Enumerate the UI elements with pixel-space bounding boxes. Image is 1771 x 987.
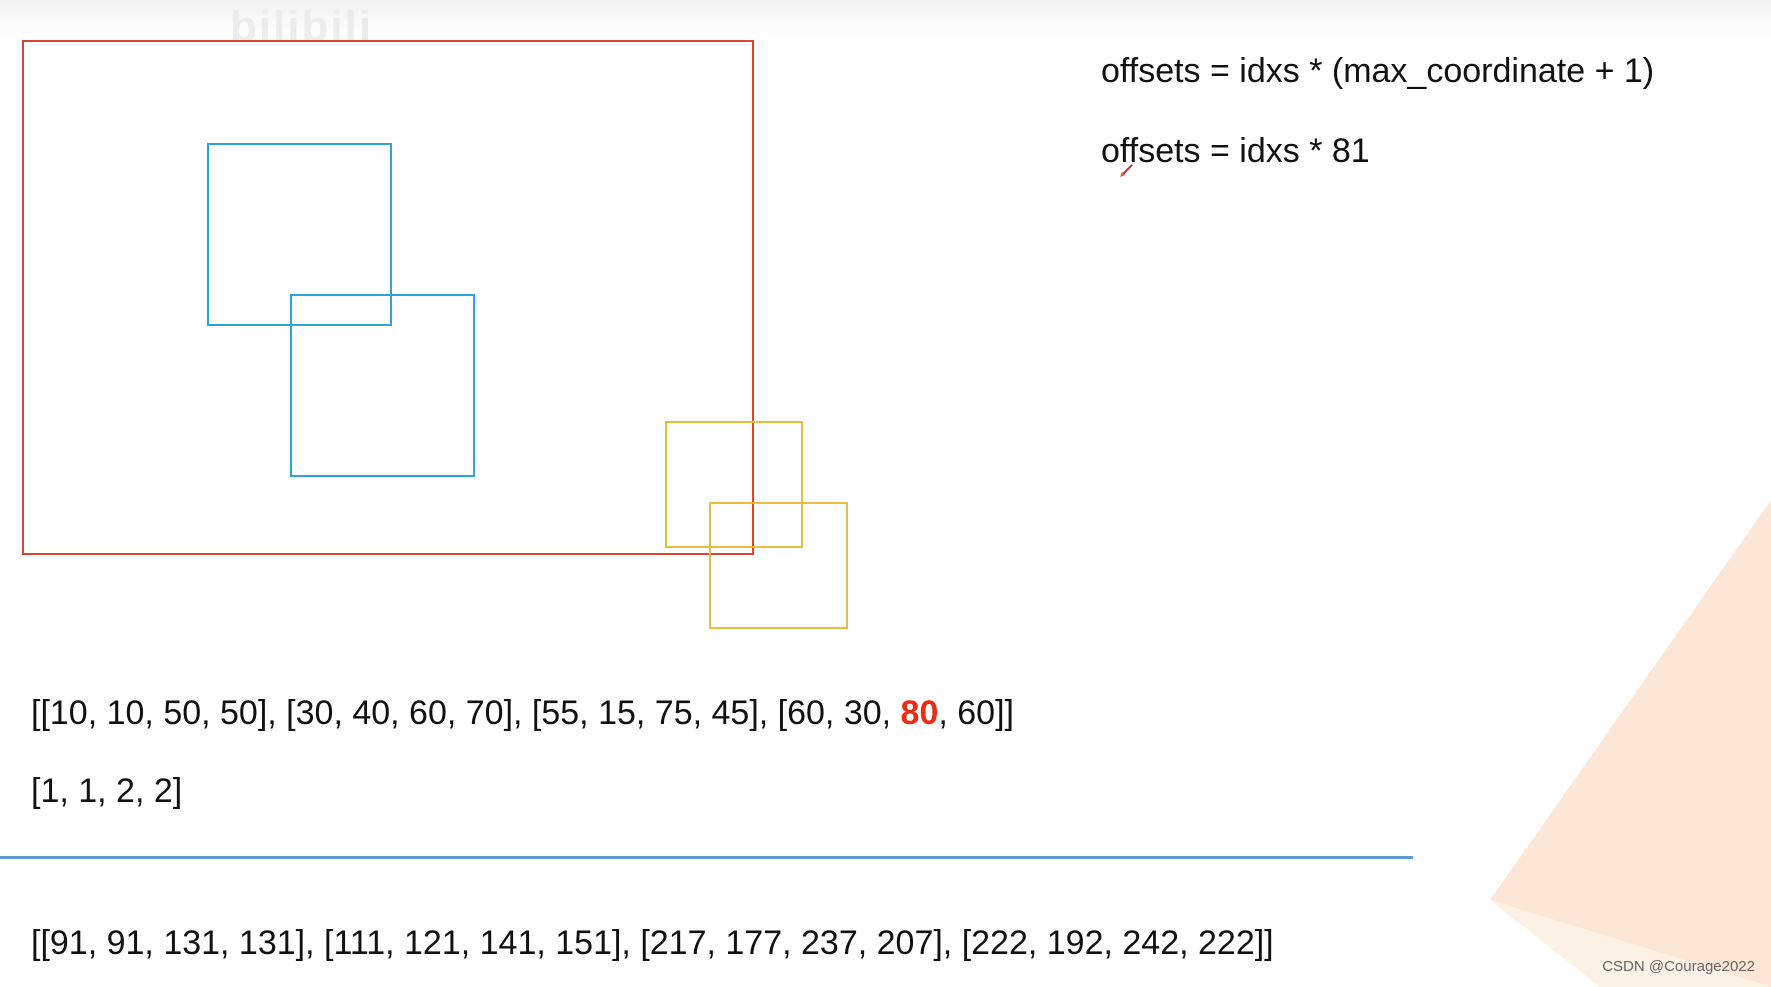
offset-boxes-array: [[91, 91, 131, 131], [111, 121, 141, 151…	[31, 924, 1274, 962]
boxes-array-highlight: 80	[900, 694, 939, 732]
idxs-array: [1, 1, 2, 2]	[31, 772, 183, 810]
divider-line	[0, 856, 1413, 859]
bilibili-watermark-logo: bilibili	[230, 2, 374, 51]
boxes-array-before: [[10, 10, 50, 50], [30, 40, 60, 70], [55…	[31, 694, 901, 732]
credit-watermark: CSDN @Courage2022	[1602, 958, 1755, 975]
yellow-box-1	[665, 421, 803, 548]
blue-box-1	[207, 143, 392, 326]
boxes-array-after: , 60]]	[938, 694, 1014, 732]
top-band	[0, 0, 1771, 38]
yellow-box-2	[709, 502, 848, 629]
blue-box-2	[290, 294, 475, 477]
offset-formula-general: offsets = idxs * (max_coordinate + 1)	[1101, 52, 1655, 90]
decorative-triangle	[1490, 500, 1771, 987]
image-boundary-box	[22, 40, 754, 555]
pen-cursor-icon	[1120, 164, 1133, 177]
offset-formula-specific: offsets = idxs * 81	[1101, 132, 1370, 170]
boxes-array: [[10, 10, 50, 50], [30, 40, 60, 70], [55…	[31, 694, 1014, 733]
